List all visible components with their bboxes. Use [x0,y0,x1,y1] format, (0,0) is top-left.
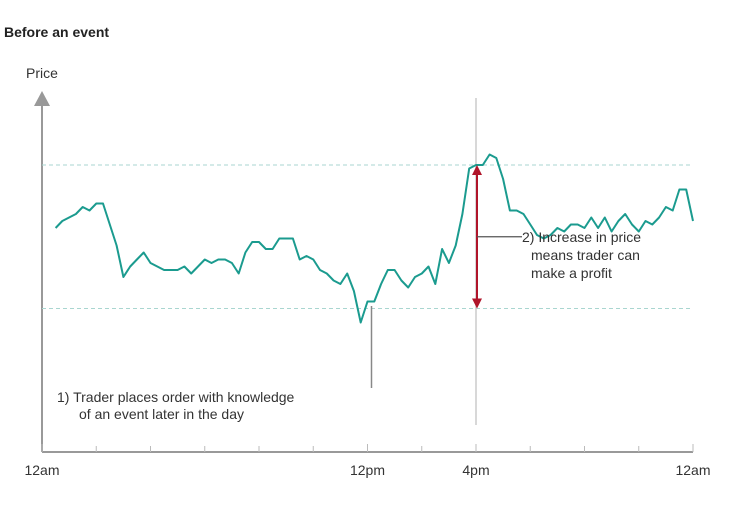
x-tick-label: 4pm [462,462,489,478]
y-axis-arrow [34,91,50,106]
arrow-head [472,165,482,175]
annotation-text: means trader can [531,247,640,263]
annotation-text: 1) Trader places order with knowledge [57,389,295,405]
y-axis-label: Price [26,65,58,81]
x-tick-label: 12am [675,462,710,478]
annotation-text: 2) Increase in price [522,229,641,245]
annotation-text: make a profit [531,265,612,281]
x-tick-label: 12pm [350,462,385,478]
arrow-head [472,298,482,309]
price-line [54,153,694,324]
annotation-text: of an event later in the day [79,406,244,422]
chart-title: Before an event [4,24,109,40]
x-tick-label: 12am [24,462,59,478]
